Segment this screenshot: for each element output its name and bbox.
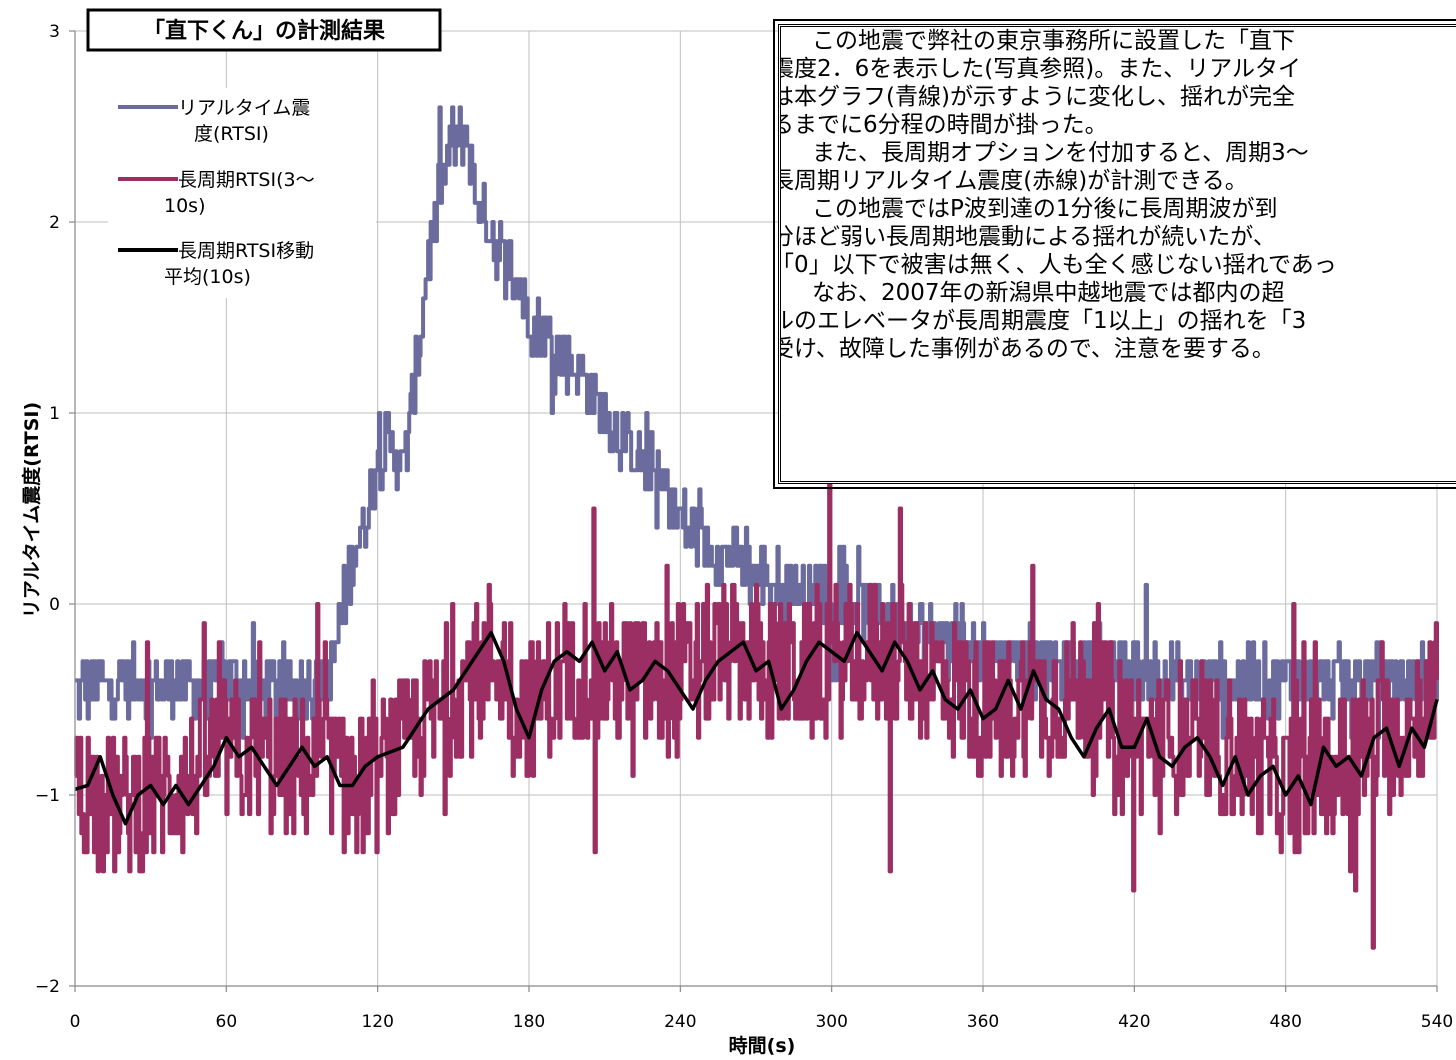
x-tick-label: 60: [216, 1012, 238, 1032]
x-tick-label: 420: [1118, 1012, 1150, 1032]
y-axis-title: リアルタイム震度(RTSI): [20, 402, 43, 618]
legend-item-moving-average: 長周期RTSI移動 平均(10s): [118, 240, 314, 288]
annotation-line-9: 「0」以下で被害は無く、人も全く感じない揺れであっ: [778, 252, 1337, 278]
x-tick-label: 360: [967, 1012, 999, 1032]
y-tick-label: 2: [49, 213, 60, 233]
y-tick-label: 1: [49, 404, 60, 424]
annotation-line-5: また、長周期オプションを付加すると、周期3〜: [789, 140, 1309, 166]
x-tick-label: 0: [70, 1012, 81, 1032]
annotation-line-6: 長周期リアルタイム震度(赤線)が計測できる。: [778, 168, 1248, 194]
x-tick-labels: 0 60 120 180 240 300 360 420 480 540: [70, 1012, 1454, 1032]
chart-title-box: 「直下くん」の計測結果: [86, 8, 442, 52]
legend-label-rtsi-line2: 度(RTSI): [194, 123, 269, 145]
legend-label-rtsi-line1: リアルタイム震: [178, 97, 310, 119]
x-tick-label: 120: [361, 1012, 393, 1032]
annotation-box: この地震で弊社の東京事務所に設置した「直下 震度2．6を表示した(写真参照)。ま…: [773, 19, 1456, 489]
annotation-line-10: なお、2007年の新潟県中越地震では都内の超: [789, 280, 1285, 306]
legend: リアルタイム震 度(RTSI) 長周期RTSI(3〜 10s) 長周期RTSI移…: [108, 88, 376, 298]
annotation-line-7: この地震ではP波到達の1分後に長周期波が到: [789, 196, 1278, 222]
x-tick-label: 300: [815, 1012, 847, 1032]
annotation-line-4: るまでに6分程の時間が掛った。: [778, 112, 1108, 138]
legend-label-long-period-line2: 10s): [164, 195, 206, 217]
x-axis-title: 時間(s): [729, 1035, 796, 1057]
y-tick-label: 3: [49, 22, 60, 42]
annotation-line-12: 受け、故障した事例があるので、注意を要する。: [778, 336, 1275, 362]
x-tick-label: 540: [1421, 1012, 1453, 1032]
y-tick-labels: 3 2 1 0 −1 −2: [35, 22, 60, 997]
annotation-line-11: ルのエレベータが長周期震度「1以上」の揺れを「3: [778, 308, 1307, 334]
annotation-line-1: この地震で弊社の東京事務所に設置した「直下: [789, 28, 1295, 54]
annotation-line-3: は本グラフ(青線)が示すように変化し、揺れが完全: [778, 84, 1295, 110]
annotation-line-2: 震度2．6を表示した(写真参照)。また、リアルタイ: [778, 56, 1301, 82]
series-line-3: [74, 630, 1439, 826]
legend-item-rtsi: リアルタイム震 度(RTSI): [118, 97, 310, 145]
chart-title: 「直下くん」の計測結果: [143, 18, 385, 44]
legend-label-moving-average-line1: 長周期RTSI移動: [178, 240, 314, 262]
y-tick-label: −1: [35, 786, 60, 806]
annotation-line-8: 分ほど弱い長周期地震動による揺れが続いたが、: [778, 224, 1276, 250]
legend-label-long-period-line1: 長周期RTSI(3〜: [178, 169, 315, 191]
legend-label-moving-average-line2: 平均(10s): [164, 266, 251, 288]
x-tick-label: 480: [1269, 1012, 1301, 1032]
x-tick-label: 180: [513, 1012, 545, 1032]
y-tick-label: −2: [35, 977, 60, 997]
series-line-2: [74, 430, 1439, 950]
legend-item-long-period: 長周期RTSI(3〜 10s): [118, 169, 315, 217]
y-tick-label: 0: [49, 595, 60, 615]
axes: [69, 30, 1438, 992]
series-layer: [74, 105, 1439, 950]
x-tick-label: 240: [664, 1012, 696, 1032]
